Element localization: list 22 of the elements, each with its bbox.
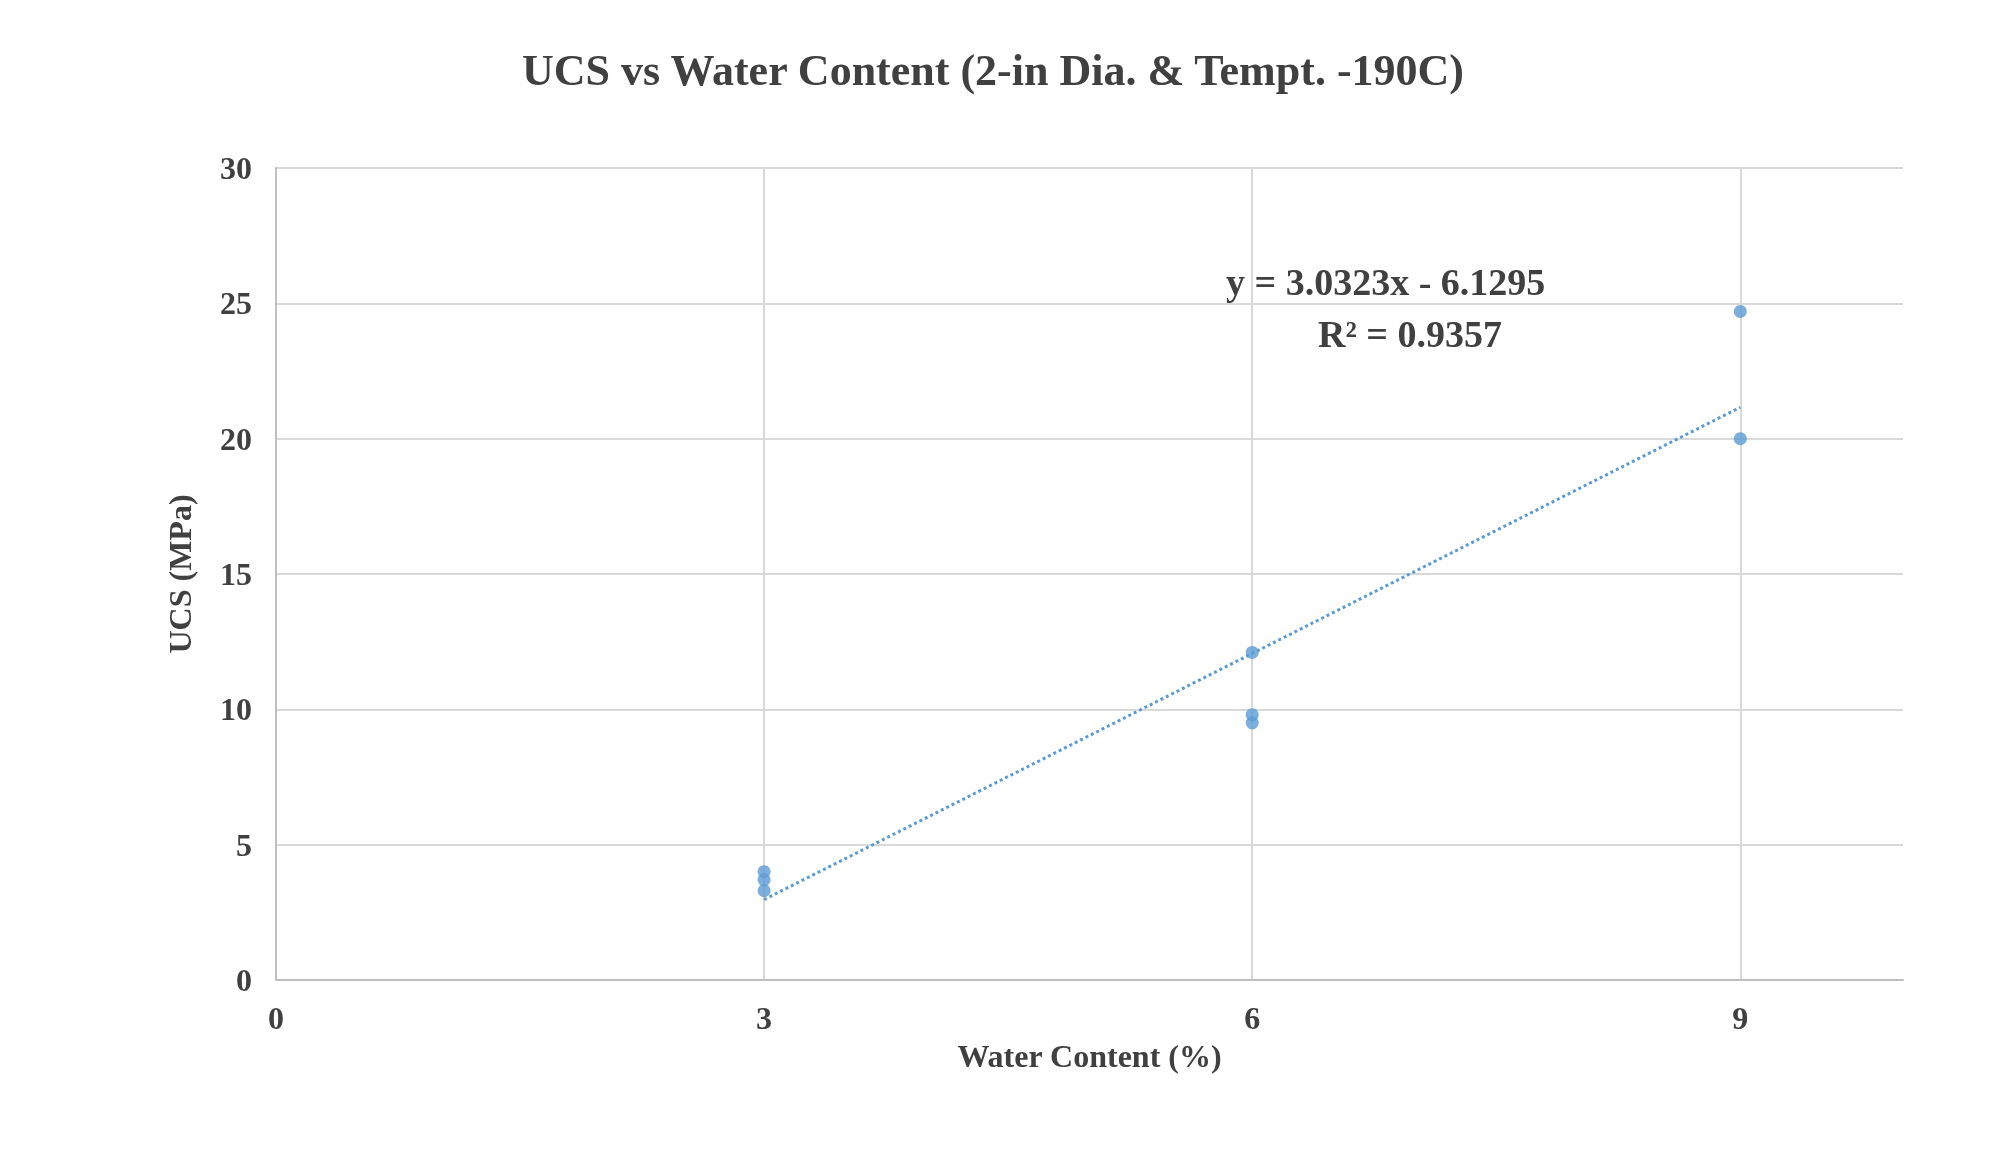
x-tick-label: 9 [1732, 1000, 1749, 1036]
x-tick-label: 3 [756, 1000, 773, 1036]
y-tick-label: 20 [220, 420, 252, 457]
y-tick-label: 10 [220, 691, 252, 728]
point [757, 884, 771, 898]
y-tick-label: 25 [220, 285, 252, 322]
point [1245, 716, 1259, 730]
y-tick-label: 30 [220, 150, 252, 186]
y-tick-label: 5 [236, 826, 252, 863]
x-axis-title: Water Content (%) [957, 1038, 1222, 1074]
y-axis-title: UCS (MPa) [162, 494, 198, 654]
y-tick-label: 0 [236, 962, 252, 998]
point [757, 873, 771, 887]
y-tick-label: 15 [220, 556, 252, 592]
annotation: y = 3.0323x - 6.1295 [1226, 261, 1546, 303]
x-tick-label: 0 [268, 1000, 284, 1036]
x-tick-label: 6 [1244, 1000, 1261, 1036]
point [1245, 646, 1259, 659]
chart-title: UCS vs Water Content (2-in Dia. & Tempt. -190C) [522, 45, 1464, 95]
point [1733, 304, 1747, 318]
annotation: R² = 0.9357 [1318, 313, 1502, 355]
point [1733, 432, 1747, 446]
